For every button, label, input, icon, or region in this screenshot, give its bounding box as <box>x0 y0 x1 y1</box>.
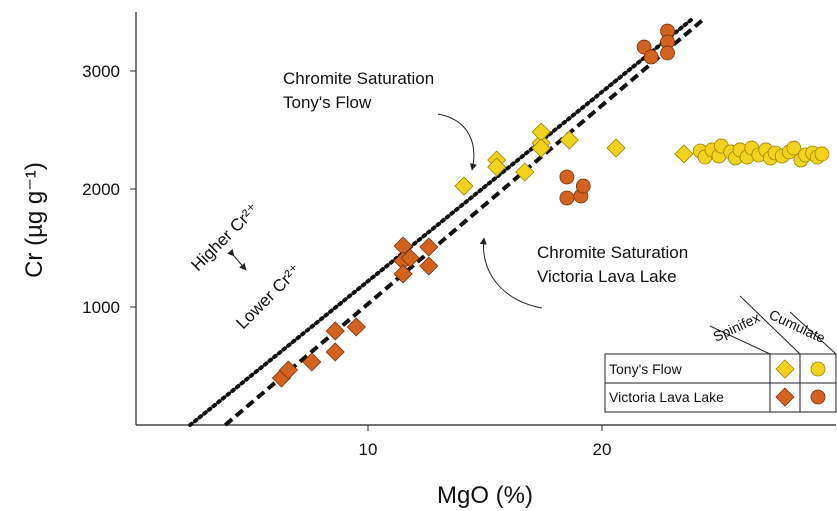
data-point <box>531 138 551 158</box>
legend-marker <box>775 387 795 407</box>
saturation-line <box>188 18 693 427</box>
data-point <box>515 162 535 182</box>
data-point <box>393 264 413 284</box>
data-point <box>325 321 345 341</box>
y-tick-label: 2000 <box>82 180 120 199</box>
data-point <box>660 45 675 61</box>
y-axis-label: Cr (µg g⁻¹) <box>21 162 48 278</box>
data-point <box>559 190 575 206</box>
data-point <box>575 178 591 194</box>
data-point <box>674 144 694 164</box>
data-point <box>302 352 322 372</box>
annotation: Lower Cr²⁺ <box>232 260 305 333</box>
legend-marker <box>810 361 826 377</box>
data-point <box>606 138 626 158</box>
legend-label: Tony's Flow <box>609 361 683 377</box>
data-point <box>487 157 507 177</box>
data-point <box>454 176 474 196</box>
legend <box>604 295 837 413</box>
data-point <box>325 342 345 362</box>
data-point <box>419 256 439 276</box>
annotation: Higher Cr²⁺ <box>187 200 262 275</box>
x-axis-label: MgO (%) <box>437 482 533 509</box>
direction-arrow <box>227 248 247 271</box>
annotation: Chromite Saturation <box>283 69 434 88</box>
data-point <box>346 317 366 337</box>
data-point <box>419 237 439 257</box>
legend-divider <box>789 311 837 355</box>
data-point <box>559 130 579 150</box>
legend-marker <box>775 359 795 379</box>
legend-marker <box>810 389 826 405</box>
annotation-arrow <box>437 113 477 171</box>
annotation: Tony's Flow <box>283 93 372 112</box>
data-point <box>786 140 802 156</box>
legend-column-label: Cumulate <box>767 306 828 346</box>
annotation-arrow <box>479 237 543 309</box>
legend-label: Victoria Lava Lake <box>609 389 724 405</box>
data-point <box>400 248 420 268</box>
data-point <box>278 360 299 380</box>
saturation-line <box>223 16 707 427</box>
legend-divider <box>739 295 801 355</box>
legend-column-label: Spinifex <box>711 309 763 345</box>
x-tick-label: 10 <box>359 440 378 459</box>
data-point <box>814 146 830 162</box>
data-point <box>559 169 575 185</box>
legend-divider <box>709 325 771 355</box>
x-tick-label: 20 <box>593 440 612 459</box>
data-point <box>643 49 659 65</box>
y-tick-label: 3000 <box>82 62 120 81</box>
annotation: Chromite Saturation <box>537 243 688 262</box>
y-tick-label: 1000 <box>82 298 120 317</box>
annotation: Victoria Lava Lake <box>537 267 677 286</box>
